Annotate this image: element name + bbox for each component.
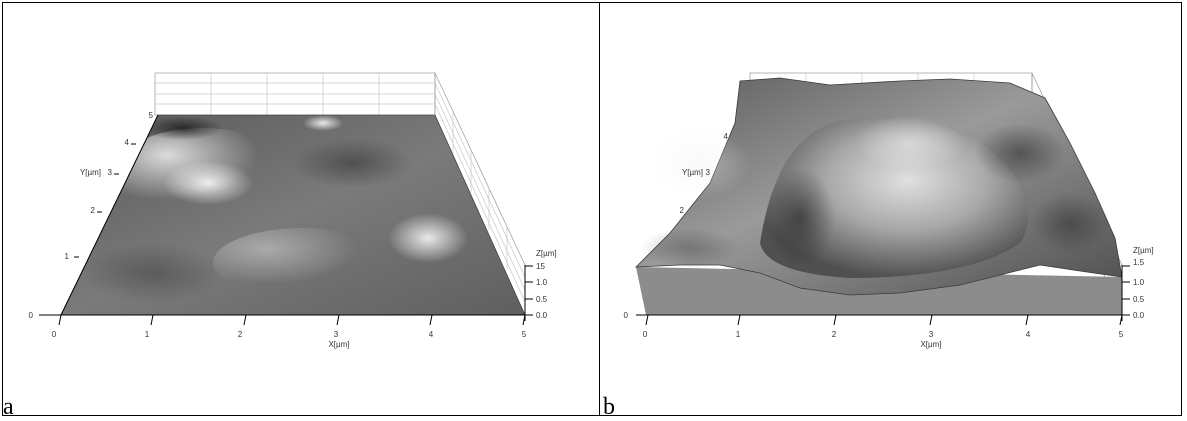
x-tick-0: 0 — [52, 330, 57, 339]
x-tick-1: 1 — [145, 330, 150, 339]
figure-frame — [2, 2, 1182, 416]
z-tick-2-b: 0.5 — [1133, 295, 1145, 304]
axes-a — [39, 114, 526, 321]
z-tick-3-b: 0.0 — [1133, 311, 1145, 320]
z-tick-1: 1.0 — [536, 278, 548, 287]
y-tick-4-b: 4 — [724, 132, 729, 141]
y-tick-0-b: 0 — [624, 311, 629, 320]
x-tick-2-b: 2 — [832, 330, 837, 339]
z-tick-1-b: 1.0 — [1133, 278, 1145, 287]
back-wall-grid — [154, 72, 436, 116]
y-axis-title: Y[µm] — [80, 168, 101, 177]
z-tick-2: 0.5 — [536, 295, 548, 304]
x-tick-2: 2 — [238, 330, 243, 339]
x-axis-title: X[µm] — [328, 340, 349, 349]
y-tick-2: 2 — [91, 206, 96, 215]
x-tick-3: 3 — [334, 330, 339, 339]
y-tick-4: 4 — [125, 138, 130, 147]
y-tick-3: 3 — [108, 168, 113, 177]
x-tick-3-b: 3 — [929, 330, 934, 339]
y-tick-1: 1 — [65, 252, 70, 261]
x-tick-4-b: 4 — [1026, 330, 1031, 339]
y-tick-5: 5 — [149, 111, 154, 120]
z-tick-0-b: 1.5 — [1133, 258, 1145, 267]
z-axis-title-b: Z[µm] — [1133, 246, 1154, 255]
x-tick-5-b: 5 — [1119, 330, 1124, 339]
surface-b — [634, 77, 1123, 296]
y-tick-0: 0 — [29, 311, 34, 320]
y-axis-title-b: Y[µm] — [682, 168, 703, 177]
panel-divider — [599, 2, 600, 416]
x-tick-1-b: 1 — [736, 330, 741, 339]
y-tick-3-b: 3 — [706, 168, 711, 177]
afm-plot-a: 0 1 2 3 4 5 X[µm] 0 1 2 3 4 5 Y[µm] Z[ — [29, 72, 557, 349]
z-tick-3: 0.0 — [536, 311, 548, 320]
z-axis-title: Z[µm] — [536, 249, 557, 258]
x-tick-4: 4 — [429, 330, 434, 339]
afm-plot-b: 0 1 2 3 4 5 X[µm] 0 2 3 4 Y[µm] Z[µm] 1.… — [624, 72, 1154, 349]
panel-a: 0 1 2 3 4 5 X[µm] 0 1 2 3 4 5 Y[µm] Z[ — [3, 3, 599, 420]
y-tick-2-b: 2 — [680, 206, 685, 215]
x-tick-0-b: 0 — [643, 330, 648, 339]
axes-b — [636, 265, 1123, 321]
x-tick-5: 5 — [522, 330, 527, 339]
x-axis-title-b: X[µm] — [920, 340, 941, 349]
panel-b: 0 1 2 3 4 5 X[µm] 0 2 3 4 Y[µm] Z[µm] 1.… — [600, 3, 1182, 420]
panel-label-a: a — [3, 394, 14, 420]
side-wall-grid — [434, 72, 526, 316]
panel-label-b: b — [603, 394, 615, 420]
z-tick-0: 15 — [536, 262, 545, 271]
surface-a — [61, 115, 525, 315]
